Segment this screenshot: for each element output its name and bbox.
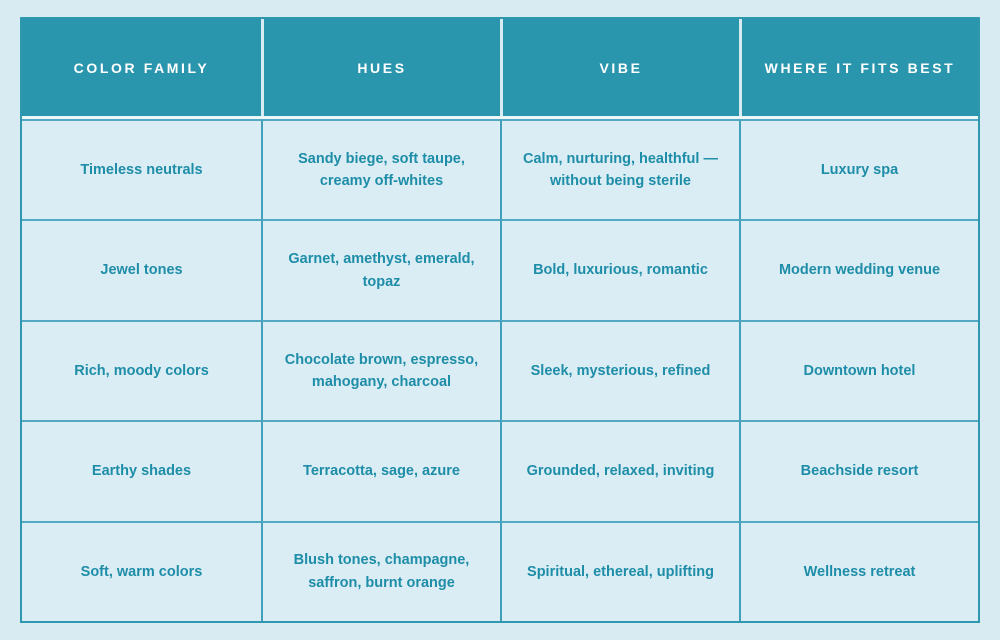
cell-vibe: Grounded, relaxed, inviting — [500, 420, 739, 521]
table-row: Jewel tones Garnet, amethyst, emerald, t… — [22, 219, 978, 320]
cell-where-it-fits-best: Wellness retreat — [739, 520, 978, 621]
cell-vibe: Spiritual, ethereal, uplifting — [500, 520, 739, 621]
cell-color-family: Earthy shades — [22, 420, 261, 521]
cell-vibe: Calm, nurturing, healthful — without bei… — [500, 119, 739, 220]
cell-hues: Blush tones, champagne, saffron, burnt o… — [261, 520, 500, 621]
header-cell-color-family: COLOR FAMILY — [22, 19, 261, 116]
cell-hues: Chocolate brown, espresso, mahogany, cha… — [261, 319, 500, 421]
cell-color-family: Timeless neutrals — [22, 119, 261, 220]
table-row: Earthy shades Terracotta, sage, azure Gr… — [22, 420, 978, 521]
table-row: Timeless neutrals Sandy biege, soft taup… — [22, 119, 978, 220]
header-cell-where-it-fits-best: WHERE IT FITS BEST — [739, 19, 978, 116]
cell-vibe: Sleek, mysterious, refined — [500, 319, 739, 421]
cell-color-family: Jewel tones — [22, 219, 261, 320]
cell-color-family: Soft, warm colors — [22, 520, 261, 621]
header-cell-vibe: VIBE — [500, 19, 739, 116]
cell-where-it-fits-best: Beachside resort — [739, 420, 978, 521]
table-header-row: COLOR FAMILY HUES VIBE WHERE IT FITS BES… — [22, 19, 978, 119]
cell-where-it-fits-best: Downtown hotel — [739, 319, 978, 421]
cell-where-it-fits-best: Modern wedding venue — [739, 219, 978, 320]
cell-hues: Sandy biege, soft taupe, creamy off-whit… — [261, 119, 500, 220]
cell-hues: Terracotta, sage, azure — [261, 420, 500, 521]
table-row: Rich, moody colors Chocolate brown, espr… — [22, 319, 978, 421]
cell-hues: Garnet, amethyst, emerald, topaz — [261, 219, 500, 320]
cell-vibe: Bold, luxurious, romantic — [500, 219, 739, 320]
color-families-table: COLOR FAMILY HUES VIBE WHERE IT FITS BES… — [20, 17, 980, 623]
cell-color-family: Rich, moody colors — [22, 319, 261, 421]
table-row: Soft, warm colors Blush tones, champagne… — [22, 520, 978, 621]
cell-where-it-fits-best: Luxury spa — [739, 119, 978, 220]
header-cell-hues: HUES — [261, 19, 500, 116]
